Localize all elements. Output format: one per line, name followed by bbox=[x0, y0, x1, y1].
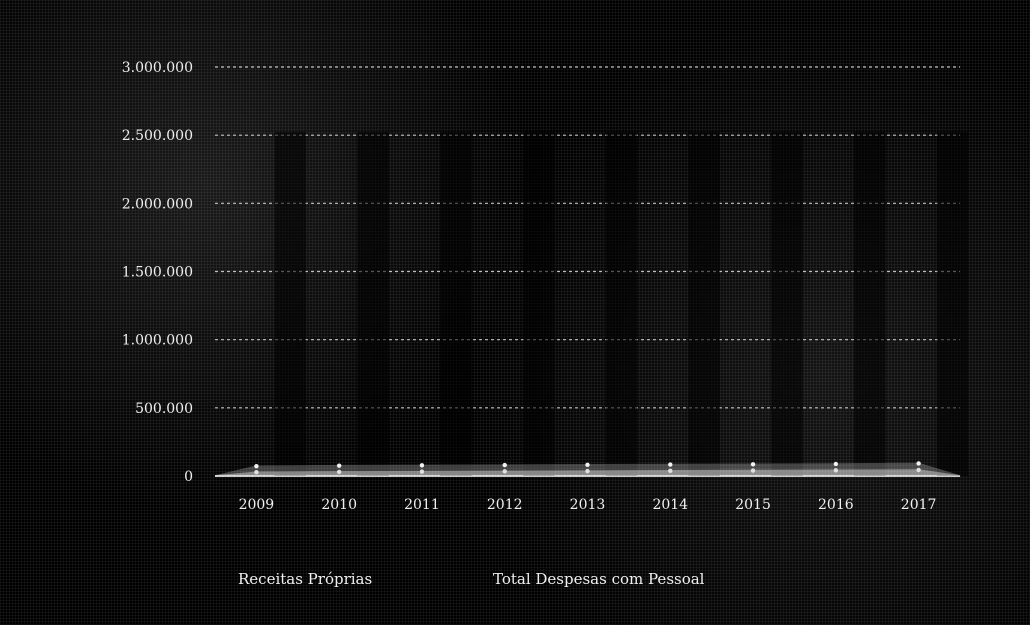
series-area bbox=[214, 462, 961, 477]
data-point bbox=[750, 462, 756, 467]
y-tick-label: 3.000.000 bbox=[122, 60, 193, 76]
data-point bbox=[833, 461, 839, 467]
y-tick-label: 2.500.000 bbox=[122, 128, 193, 144]
column-band bbox=[274, 132, 307, 476]
legend: Receitas Próprias Total Despesas com Pess… bbox=[238, 570, 705, 588]
column-band bbox=[357, 132, 389, 476]
series-layer bbox=[214, 461, 961, 477]
data-point bbox=[916, 467, 921, 473]
column-band bbox=[440, 132, 472, 476]
data-point bbox=[419, 469, 425, 474]
x-tick-label: 2013 bbox=[570, 497, 606, 513]
column-band bbox=[936, 132, 969, 476]
x-tick-label: 2015 bbox=[735, 497, 771, 513]
x-tick-label: 2016 bbox=[818, 497, 854, 513]
data-point bbox=[254, 463, 259, 469]
data-point bbox=[254, 469, 259, 475]
column-band bbox=[688, 132, 720, 476]
data-point bbox=[916, 461, 921, 466]
data-point bbox=[419, 463, 425, 468]
x-tick-label: 2009 bbox=[239, 497, 275, 513]
y-tick-label: 1.000.000 bbox=[122, 333, 193, 349]
data-point bbox=[585, 462, 590, 468]
y-tick-label: 1.500.000 bbox=[122, 265, 193, 281]
column-band bbox=[605, 132, 638, 476]
labels-layer: 0 500.000 1.000.000 1.500.000 2.000.000 2.500… bbox=[122, 60, 937, 513]
axes-layer bbox=[215, 132, 969, 477]
y-tick-label: 2.000.000 bbox=[122, 196, 193, 212]
data-point bbox=[336, 469, 342, 475]
y-tick-label: 500.000 bbox=[135, 401, 193, 417]
grid-layer bbox=[215, 66, 960, 477]
data-point bbox=[668, 462, 673, 467]
data-point bbox=[502, 462, 507, 468]
x-tick-label: 2010 bbox=[321, 497, 357, 513]
data-point bbox=[668, 468, 673, 474]
data-point bbox=[585, 468, 590, 474]
y-tick-label: 0 bbox=[184, 469, 193, 485]
x-tick-label: 2014 bbox=[652, 497, 688, 513]
legend-entry: Total Despesas com Pessoal bbox=[493, 570, 705, 588]
data-point bbox=[502, 469, 507, 474]
legend-entry: Receitas Próprias bbox=[238, 570, 372, 588]
column-band bbox=[854, 132, 886, 476]
column-band bbox=[522, 132, 555, 476]
column-band bbox=[771, 132, 803, 476]
data-point bbox=[750, 468, 756, 473]
data-point bbox=[833, 468, 839, 473]
x-tick-label: 2011 bbox=[404, 497, 440, 513]
data-point bbox=[336, 463, 342, 468]
x-tick-label: 2017 bbox=[901, 497, 937, 513]
x-tick-label: 2012 bbox=[487, 497, 523, 513]
